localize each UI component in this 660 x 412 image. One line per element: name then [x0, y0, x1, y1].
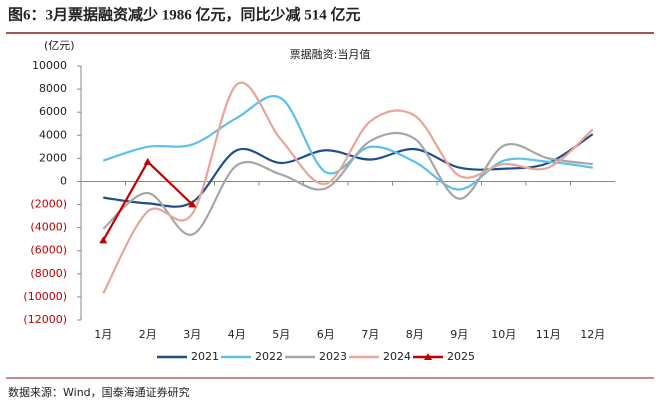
x-tick-label: 8月: [406, 328, 424, 341]
y-tick-label: (10000): [23, 290, 67, 303]
x-tick-label: 5月: [272, 328, 290, 341]
point-marker: [99, 236, 108, 244]
y-tick-label: (2000): [30, 198, 67, 211]
legend-label: 2025: [447, 350, 475, 363]
y-tick-label: 2000: [39, 151, 67, 164]
chart-title: 图6：3月票据融资减少 1986 亿元，同比少减 514 亿元: [8, 5, 361, 23]
x-tick-label: 12月: [580, 328, 605, 341]
legend-label: 2023: [319, 350, 347, 363]
legend-marker: [424, 353, 432, 360]
x-tick-label: 4月: [228, 328, 246, 341]
point-marker: [143, 157, 152, 165]
series-line: [103, 133, 594, 208]
x-tick-label: 3月: [183, 328, 201, 341]
y-tick-label: (4000): [30, 221, 67, 234]
y-unit: (亿元): [44, 39, 75, 52]
legend-label: 2024: [383, 350, 411, 363]
y-tick-label: 10000: [32, 59, 67, 72]
y-tick-label: 6000: [39, 105, 67, 118]
x-tick-label: 7月: [361, 328, 379, 341]
x-tick-label: 9月: [450, 328, 468, 341]
y-tick-label: (12000): [23, 313, 67, 326]
y-tick-label: (6000): [30, 244, 67, 257]
legend-label: 2021: [191, 350, 219, 363]
series-line: [102, 95, 593, 191]
x-tick-label: 6月: [317, 328, 335, 341]
y-tick-label: 0: [60, 174, 67, 187]
x-tick-label: 11月: [536, 328, 561, 341]
x-tick-label: 2月: [139, 328, 157, 341]
point-marker: [188, 200, 197, 208]
y-tick-label: 8000: [39, 82, 67, 95]
chart-subtitle: 票据融资:当月值: [290, 47, 371, 61]
series-line: [102, 81, 594, 294]
x-tick-label: 10月: [491, 328, 516, 341]
legend-label: 2022: [255, 350, 283, 363]
series-line: [102, 131, 593, 236]
x-tick-label: 1月: [94, 328, 112, 341]
y-tick-label: (8000): [30, 267, 67, 280]
source: 数据来源：Wind，国泰海通证券研究: [8, 385, 190, 399]
y-tick-label: 4000: [39, 128, 67, 141]
